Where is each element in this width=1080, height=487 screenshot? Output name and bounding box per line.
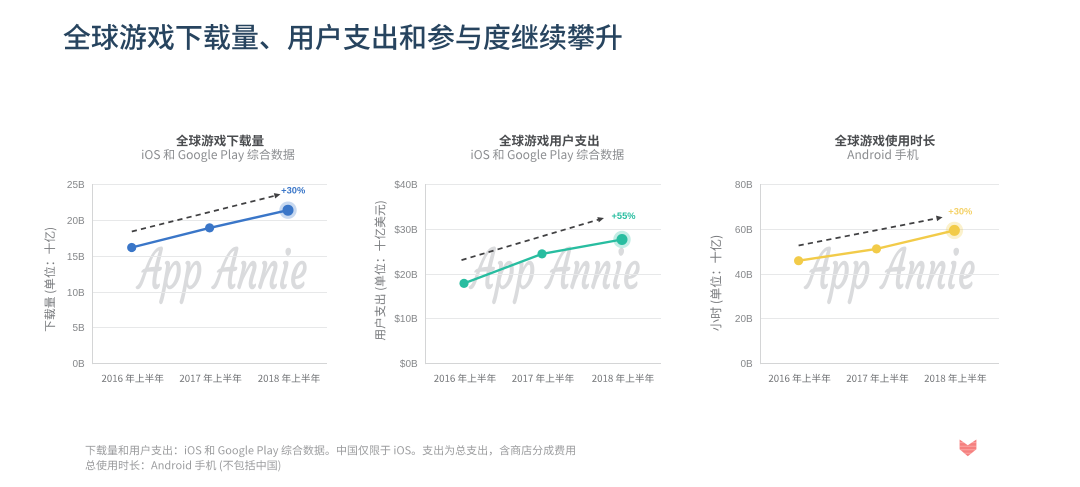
svg-text:20B: 20B bbox=[67, 216, 85, 227]
svg-text:$20B: $20B bbox=[394, 270, 418, 281]
svg-text:10B: 10B bbox=[67, 288, 85, 299]
svg-text:$40B: $40B bbox=[394, 180, 418, 191]
svg-text:20B: 20B bbox=[735, 314, 753, 325]
svg-text:0B: 0B bbox=[740, 359, 753, 370]
svg-text:$30B: $30B bbox=[394, 225, 418, 236]
svg-text:+30%: +30% bbox=[281, 186, 306, 196]
svg-text:5B: 5B bbox=[72, 323, 85, 334]
svg-text:25B: 25B bbox=[67, 180, 85, 191]
svg-text:40B: 40B bbox=[735, 270, 753, 281]
svg-text:0B: 0B bbox=[72, 359, 85, 370]
svg-text:15B: 15B bbox=[67, 252, 85, 263]
svg-text:80B: 80B bbox=[735, 180, 753, 191]
svg-text:60B: 60B bbox=[735, 225, 753, 236]
svg-text:$10B: $10B bbox=[394, 314, 418, 325]
svg-text:+30%: +30% bbox=[948, 207, 973, 217]
svg-text:$0B: $0B bbox=[400, 359, 418, 370]
svg-text:+55%: +55% bbox=[611, 211, 636, 221]
